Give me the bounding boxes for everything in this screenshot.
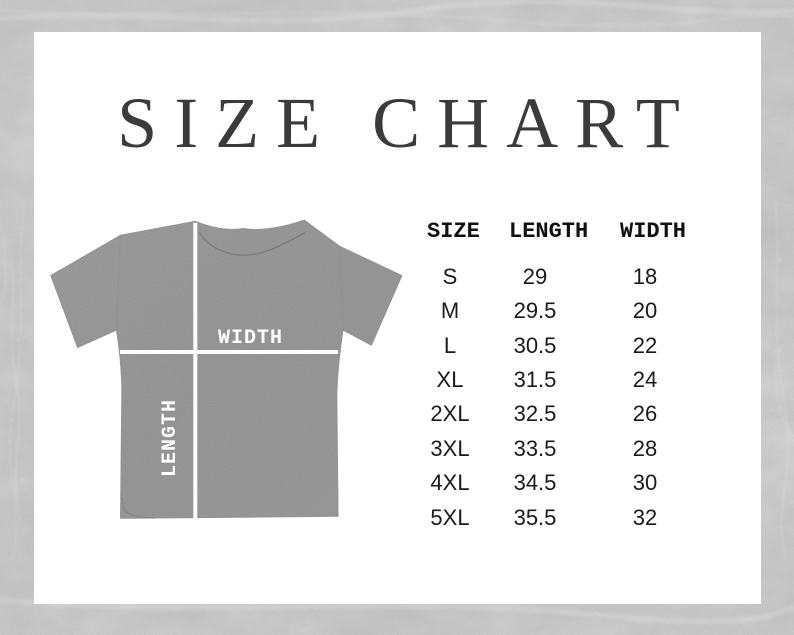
- svg-text:WIDTH: WIDTH: [218, 327, 283, 350]
- svg-text:LENGTH: LENGTH: [159, 399, 182, 477]
